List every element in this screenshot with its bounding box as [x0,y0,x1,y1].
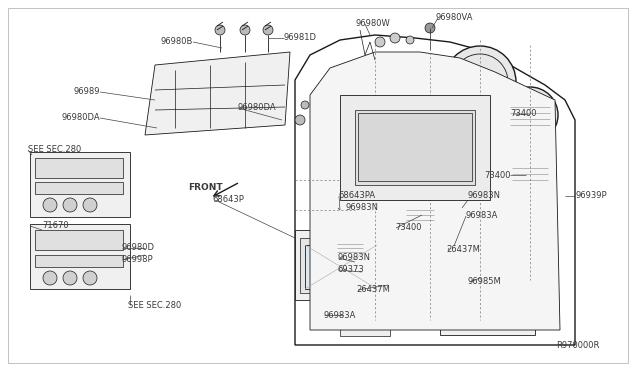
Text: 26437M: 26437M [446,246,480,254]
Text: 73400: 73400 [395,224,422,232]
Circle shape [400,195,440,235]
Text: SEE SEC.280: SEE SEC.280 [28,145,81,154]
Bar [295,230,390,300]
Circle shape [502,87,558,143]
Text: 96985M: 96985M [468,278,502,286]
Circle shape [263,25,273,35]
Bar [358,113,472,181]
Text: 96983N: 96983N [337,253,370,263]
Circle shape [155,123,165,133]
Text: FRONT: FRONT [188,183,223,192]
Circle shape [444,46,516,118]
Text: 68643P: 68643P [212,196,244,205]
Circle shape [390,33,400,43]
Text: 96980VA: 96980VA [436,13,474,22]
Circle shape [83,198,97,212]
Circle shape [240,25,250,35]
Bar [305,245,377,289]
Circle shape [422,79,428,85]
Text: 96980DA: 96980DA [61,113,100,122]
Circle shape [275,115,285,125]
Text: R970000R: R970000R [556,341,600,350]
Bar [440,242,458,254]
Circle shape [425,23,435,33]
Bar [30,152,130,217]
Bar [35,182,123,194]
Bar [30,224,130,289]
Text: 26437M: 26437M [356,285,390,295]
Bar [35,255,123,267]
Text: 96989: 96989 [74,87,100,96]
Text: 96939P: 96939P [575,192,607,201]
Circle shape [332,230,368,266]
Circle shape [83,271,97,285]
Circle shape [512,157,548,193]
Text: 68643PA: 68643PA [338,192,375,201]
Circle shape [399,56,451,108]
Circle shape [295,115,305,125]
Bar [440,270,535,335]
Bar [360,272,390,292]
Circle shape [457,200,473,216]
Text: 96983A: 96983A [324,311,356,320]
Bar [340,308,390,336]
Text: 71670: 71670 [42,221,68,231]
Circle shape [332,202,348,218]
Polygon shape [340,95,490,200]
Bar [300,238,385,293]
Circle shape [63,271,77,285]
Polygon shape [310,52,560,330]
Circle shape [510,95,550,135]
Text: 96980D: 96980D [122,244,155,253]
Text: 96981D: 96981D [284,33,317,42]
Circle shape [215,25,225,35]
Circle shape [356,250,380,274]
Text: 73400: 73400 [510,109,536,119]
Text: SEE SEC.280: SEE SEC.280 [128,301,181,310]
Circle shape [389,279,401,291]
Text: 96980DA: 96980DA [238,103,276,112]
Text: 96980B: 96980B [161,38,193,46]
Polygon shape [295,35,575,345]
Circle shape [375,37,385,47]
Text: 96998P: 96998P [122,256,154,264]
Text: 69373: 69373 [337,266,364,275]
Polygon shape [145,52,290,135]
Circle shape [249,90,261,102]
Circle shape [43,271,57,285]
Circle shape [179,94,191,106]
Text: 73400: 73400 [484,170,511,180]
Bar [35,230,123,250]
Circle shape [301,101,309,109]
Text: 96980W: 96980W [356,19,391,29]
Circle shape [63,198,77,212]
Circle shape [504,149,556,201]
Text: 96983N: 96983N [346,203,379,212]
Circle shape [338,236,362,260]
Text: 96983A: 96983A [466,212,499,221]
Circle shape [476,78,484,86]
Circle shape [214,92,226,104]
Circle shape [43,198,57,212]
Text: 96983N: 96983N [468,190,501,199]
Bar [35,158,123,178]
Bar [448,278,526,326]
Circle shape [374,86,402,114]
Bar [355,110,475,185]
Circle shape [407,202,433,228]
Bar [380,278,425,308]
Circle shape [406,36,414,44]
